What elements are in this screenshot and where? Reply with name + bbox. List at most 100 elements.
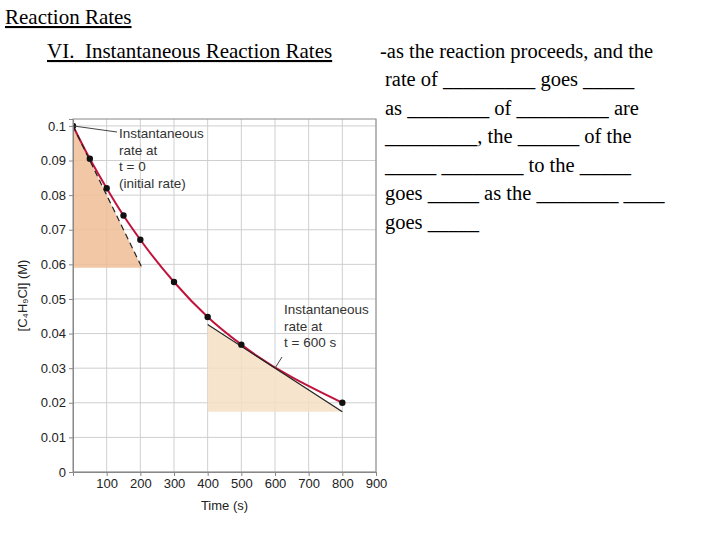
y-tick: 0.1 (48, 119, 73, 134)
body-text: goes _____ (385, 211, 480, 234)
annotations: Instantaneousrate att = 0(initial rate)I… (73, 126, 369, 368)
x-tick-label: 200 (130, 476, 152, 491)
y-tick-mark (69, 126, 73, 127)
y-tick-mark (69, 299, 73, 300)
plot-background (73, 119, 376, 472)
y-tick: 0.04 (41, 326, 73, 341)
grid-line-x (308, 119, 309, 472)
y-tick-label: 0.05 (41, 292, 66, 307)
y-tick-label: 0.02 (41, 395, 66, 410)
y-tick-mark (69, 437, 73, 438)
data-point (339, 400, 345, 406)
y-tick-label: 0.08 (41, 188, 66, 203)
grid-line-y (73, 333, 376, 334)
data-point (103, 185, 109, 191)
data-point (120, 212, 126, 218)
y-tick: 0 (59, 465, 73, 480)
annotation-pointer (275, 357, 282, 368)
annotation-pointer (73, 126, 117, 132)
y-tick: 0.07 (41, 222, 73, 237)
slide-heading: VI. Instantaneous Reaction Rates (47, 39, 332, 63)
data-point (204, 314, 210, 320)
plot-area (73, 123, 346, 412)
annotation-text: Instantaneous (284, 302, 369, 317)
data-point (238, 341, 244, 347)
annotation-text: t = 0 (119, 159, 146, 174)
y-tick-label: 0.03 (41, 361, 66, 376)
y-tick: 0.08 (41, 188, 73, 203)
grid-line-x (106, 119, 107, 472)
annotation-text: rate at (119, 143, 158, 158)
annotation-text: rate at (284, 319, 323, 334)
grid-line-x (241, 119, 242, 472)
data-line (73, 126, 342, 403)
x-tick-label: 400 (197, 476, 219, 491)
y-tick: 0.05 (41, 292, 73, 307)
plot-frame (73, 119, 376, 472)
x-tick-label: 300 (164, 476, 186, 491)
y-tick: 0.03 (41, 361, 73, 376)
body-text: -as the reaction proceeds, and the (380, 40, 653, 63)
x-tick: 900 (366, 472, 388, 491)
y-tick-label: 0 (59, 465, 66, 480)
body-text: _____ ________ to the _____ (384, 154, 632, 176)
data-point (137, 237, 143, 243)
body-text: rate of _________ goes _____ (385, 68, 635, 91)
y-tick-label: 0.07 (41, 222, 66, 237)
grid-line-x (207, 119, 208, 472)
x-tick: 300 (164, 472, 186, 491)
body-text: goes _____ as the ________ ____ (385, 182, 665, 205)
y-tick: 0.06 (41, 257, 73, 272)
x-tick: 500 (231, 472, 253, 491)
x-tick-label: 800 (332, 476, 354, 491)
x-tick-label: 100 (96, 476, 118, 491)
annotation-text: (initial rate) (119, 176, 186, 191)
x-tick: 600 (265, 472, 287, 491)
grid-line-y (73, 195, 376, 196)
y-tick-mark (69, 334, 73, 335)
x-tick-label: 600 (265, 476, 287, 491)
y-tick-mark (69, 195, 73, 196)
y-tick: 0.02 (41, 395, 73, 410)
slide-title: Reaction Rates (5, 5, 132, 29)
tangent-line (208, 325, 343, 412)
y-tick-mark (69, 472, 73, 473)
y-tick-mark (69, 230, 73, 231)
data-point (171, 279, 177, 285)
x-tick-label: 700 (298, 476, 320, 491)
y-tick-mark (69, 368, 73, 369)
data-point (87, 156, 93, 162)
y-tick-mark (69, 403, 73, 404)
y-tick-mark (69, 264, 73, 265)
x-tick: 100 (96, 472, 118, 491)
y-axis-line (69, 120, 74, 473)
y-tick-mark (69, 161, 73, 162)
y-tick-label: 0.06 (41, 257, 66, 272)
rate-triangle (208, 325, 343, 412)
x-axis: 100 200 300 400 500 600 700 800 900 (74, 472, 388, 491)
x-tick: 400 (197, 472, 219, 491)
grid-line-x (342, 119, 343, 472)
annotation-text: Instantaneous (119, 126, 204, 141)
x-tick-label: 900 (366, 476, 388, 491)
x-tick-label: 500 (231, 476, 253, 491)
body-text: _________, the ______ of the (384, 125, 632, 147)
y-tick-label: 0.09 (41, 153, 66, 168)
y-tick-label: 0.04 (41, 326, 66, 341)
grid-line-y (73, 437, 376, 438)
x-tick: 700 (298, 472, 320, 491)
y-tick: 0.01 (41, 430, 73, 445)
y-tick-label: 0.01 (41, 430, 66, 445)
grid-line-x (174, 119, 175, 472)
x-tick: 800 (332, 472, 354, 491)
x-tick: 200 (130, 472, 152, 491)
slide: Reaction Rates VI. Instantaneous Reaction… (0, 0, 720, 540)
grid-line-x (275, 119, 276, 472)
y-axis-title: [C₄H₉Cl] (M) (15, 260, 30, 332)
y-axis: 0 0.01 0.02 0.03 0.04 0.05 0.06 0.07 0.08 0.09 0.1 (41, 119, 74, 480)
annotation-text: t = 600 s (284, 335, 336, 350)
x-axis-title: Time (s) (201, 498, 248, 513)
grid-line-y (73, 298, 376, 299)
y-tick-label: 0.1 (48, 119, 66, 134)
y-tick: 0.09 (41, 153, 73, 168)
